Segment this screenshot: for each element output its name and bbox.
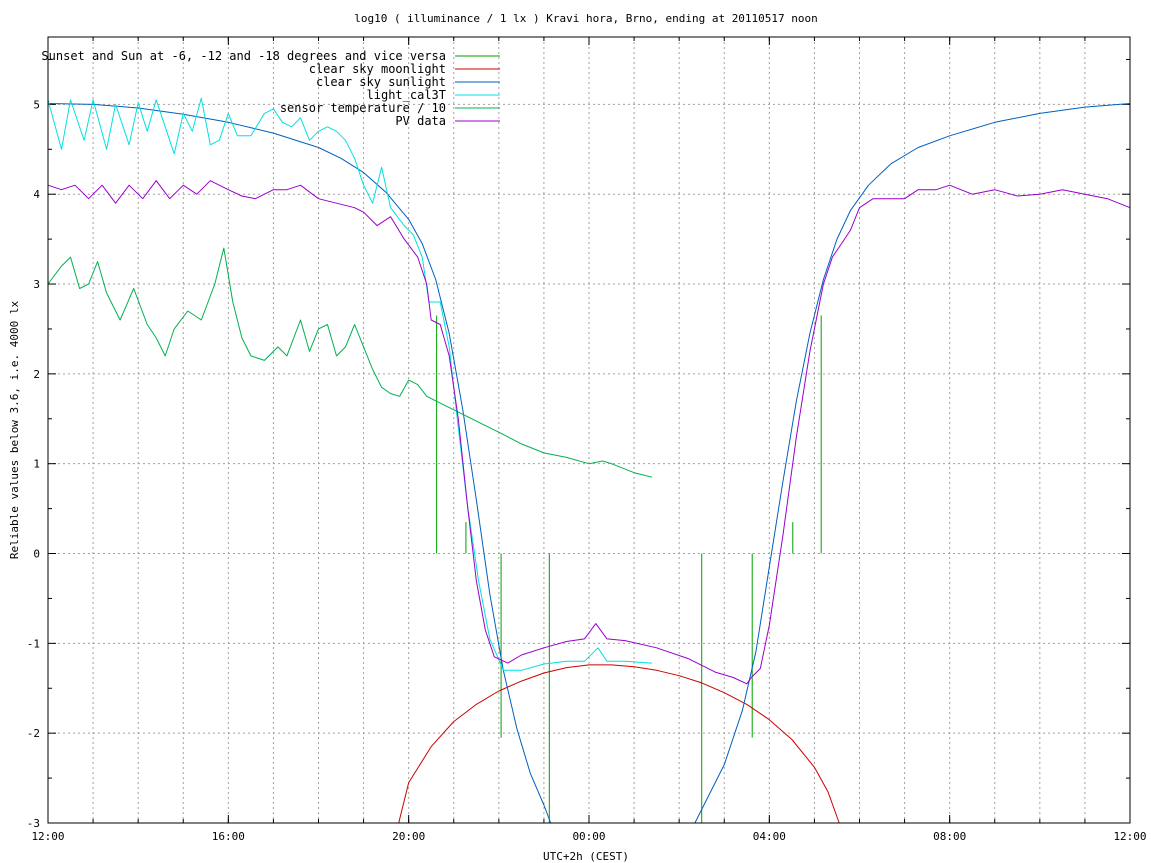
chart-title: log10 ( illuminance / 1 lx ) Kravi hora,… xyxy=(354,12,818,25)
legend-label: light_cal3T xyxy=(367,88,446,102)
grid xyxy=(48,37,1130,823)
legend-label: Sunset and Sun at -6, -12 and -18 degree… xyxy=(41,49,446,63)
x-tick-label: 12:00 xyxy=(1113,830,1146,843)
series-sunset-and-sun-at-6-12-and-18-degrees-and-vice-versa xyxy=(436,315,822,823)
x-tick-label: 04:00 xyxy=(753,830,786,843)
y-tick-label: -1 xyxy=(27,637,40,650)
legend-label: clear sky sunlight xyxy=(316,75,446,89)
y-tick-label: -3 xyxy=(27,817,40,830)
series-line-light-cal3t xyxy=(47,97,653,671)
series-line-clear-sky-sunlight xyxy=(47,103,1131,824)
y-tick-label: -2 xyxy=(27,727,40,740)
x-tick-label: 20:00 xyxy=(392,830,425,843)
y-tick-label: 3 xyxy=(33,278,40,291)
axis-ticks: 12:00 16:00 20:00 00:00 04:00 08:00 12:00 5 4 3 2 1… xyxy=(27,37,1147,843)
series-lines xyxy=(47,97,1131,824)
x-tick-label: 12:00 xyxy=(31,830,64,843)
plot-frame xyxy=(47,36,1131,824)
x-tick-label: 00:00 xyxy=(572,830,605,843)
y-tick-label: 1 xyxy=(33,458,40,471)
legend-label: sensor temperature / 10 xyxy=(280,101,446,115)
y-tick-label: 2 xyxy=(33,368,40,381)
y-tick-label: 5 xyxy=(33,98,40,111)
series-line-sensor-temperature-10 xyxy=(47,247,653,478)
series-line-clear-sky-moonlight xyxy=(398,664,840,824)
y-tick-label: 4 xyxy=(33,188,40,201)
legend: Sunset and Sun at -6, -12 and -18 degree… xyxy=(41,49,500,128)
legend-label: PV data xyxy=(395,114,446,128)
x-tick-label: 08:00 xyxy=(933,830,966,843)
legend-label: clear sky moonlight xyxy=(309,62,446,76)
x-tick-label: 16:00 xyxy=(212,830,245,843)
y-tick-label: 0 xyxy=(33,548,40,561)
y-axis-label: Reliable values below 3.6, i.e. 4000 lx xyxy=(8,300,21,559)
series-line-pv-data xyxy=(47,180,1131,685)
x-axis-label: UTC+2h (CEST) xyxy=(543,850,629,863)
